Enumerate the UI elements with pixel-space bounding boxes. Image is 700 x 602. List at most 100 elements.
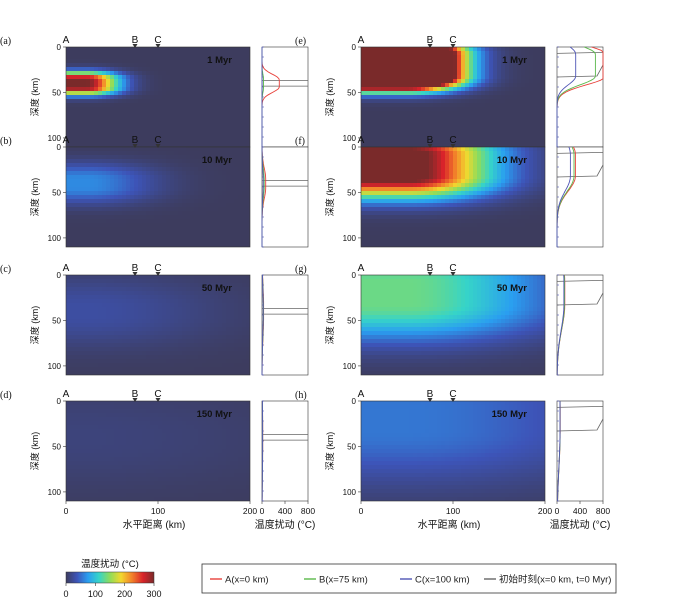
legend: A(x=0 km) B(x=75 km) C(x=100 km) 初始时刻(x=0 k… xyxy=(201,563,617,594)
marker-triangle xyxy=(450,144,456,148)
panel-c: 50 Myr (c) A B C 0 50 100 深度 (km) xyxy=(0,263,251,376)
profile-line-c xyxy=(261,147,264,247)
profile-line-c xyxy=(556,46,577,147)
xtick-label: 100 xyxy=(151,506,165,516)
profile-h xyxy=(556,400,604,502)
profile-line-c xyxy=(557,401,561,502)
colorbar-tick-label: 200 xyxy=(117,589,132,599)
colorbar-tick-label: 300 xyxy=(146,589,161,599)
marker-a: A xyxy=(358,389,365,400)
profile-d xyxy=(261,400,309,502)
ytick-label: 0 xyxy=(352,43,357,52)
marker-b: B xyxy=(132,389,139,400)
map-xlabel: 水平距离 (km) xyxy=(418,518,481,531)
xtick-label: 0 xyxy=(64,506,69,516)
marker-c: C xyxy=(154,135,161,146)
profile-line-c xyxy=(261,274,264,375)
profile-frame xyxy=(261,146,309,248)
initial-profile xyxy=(556,51,604,78)
time-label: 50 Myr xyxy=(497,283,527,294)
marker-b: B xyxy=(132,263,139,274)
panel-h: 150 Myr (h) A B C 0 50 100 深度 (km) xyxy=(295,389,546,502)
ytick-label: 0 xyxy=(57,397,62,406)
panel-label: (c) xyxy=(0,264,11,275)
colorbar-tick-label: 0 xyxy=(63,589,68,599)
heatmap xyxy=(66,275,250,375)
map-ylabel: 深度 (km) xyxy=(29,306,40,345)
initial-profile xyxy=(262,180,308,187)
marker-c: C xyxy=(154,263,161,274)
ytick-label: 0 xyxy=(57,271,62,280)
panel-g: 50 Myr (g) A B C 0 50 100 深度 (km) xyxy=(295,263,546,376)
ytick-label: 100 xyxy=(343,488,357,497)
time-label: 150 Myr xyxy=(492,409,528,420)
marker-a: A xyxy=(358,135,365,146)
time-label: 10 Myr xyxy=(497,155,527,166)
xtick-label: 100 xyxy=(446,506,460,516)
profile-frame xyxy=(556,400,604,502)
ytick-label: 100 xyxy=(343,134,357,143)
ytick-label: 50 xyxy=(347,188,356,197)
xtick-label: 200 xyxy=(243,506,257,516)
marker-c: C xyxy=(449,135,456,146)
map-xlabel: 水平距离 (km) xyxy=(123,518,186,531)
profile-xtick-label: 0 xyxy=(555,506,560,516)
initial-profile xyxy=(556,405,604,432)
ytick-label: 100 xyxy=(343,362,357,371)
marker-triangle xyxy=(155,44,161,48)
panel-label: (b) xyxy=(0,136,12,147)
legend-item: 初始时刻(x=0 km, t=0 Myr) xyxy=(499,574,611,586)
map-ylabel: 深度 (km) xyxy=(324,178,335,217)
legend-box xyxy=(201,563,617,594)
marker-a: A xyxy=(63,389,70,400)
marker-a: A xyxy=(63,135,70,146)
ytick-label: 50 xyxy=(52,188,61,197)
marker-triangle xyxy=(427,272,433,276)
ytick-label: 100 xyxy=(48,362,62,371)
xtick-label: 0 xyxy=(359,506,364,516)
legend-item: A(x=0 km) xyxy=(225,575,269,586)
marker-a: A xyxy=(358,263,365,274)
marker-b: B xyxy=(427,263,434,274)
marker-triangle xyxy=(450,398,456,402)
legend-item: C(x=100 km) xyxy=(415,575,470,586)
ytick-label: 50 xyxy=(347,88,356,97)
panel-e: 1 Myr (e) A B C 0 50 100 深度 (km) xyxy=(295,35,546,148)
marker-triangle xyxy=(450,272,456,276)
marker-c: C xyxy=(449,263,456,274)
heatmap xyxy=(361,147,545,247)
marker-c: C xyxy=(449,389,456,400)
map-ylabel: 深度 (km) xyxy=(29,178,40,217)
ytick-label: 50 xyxy=(347,316,356,325)
profile-xlabel: 温度扰动 (°C) xyxy=(255,518,316,531)
panel-label: (h) xyxy=(295,390,307,401)
marker-triangle xyxy=(132,272,138,276)
ytick-label: 100 xyxy=(48,234,62,243)
marker-triangle xyxy=(427,44,433,48)
profile-line-c xyxy=(261,401,264,501)
ytick-label: 0 xyxy=(352,271,357,280)
ytick-label: 0 xyxy=(57,43,62,52)
ytick-label: 50 xyxy=(52,316,61,325)
marker-b: B xyxy=(427,135,434,146)
marker-triangle xyxy=(132,44,138,48)
marker-b: B xyxy=(427,389,434,400)
ytick-label: 0 xyxy=(352,143,357,152)
profile-b xyxy=(261,146,309,248)
marker-b: B xyxy=(427,35,434,46)
marker-b: B xyxy=(132,135,139,146)
heatmap xyxy=(361,275,545,375)
marker-triangle xyxy=(155,144,161,148)
panel-label: (e) xyxy=(295,36,306,47)
profile-line-c xyxy=(556,274,565,376)
marker-a: A xyxy=(358,35,365,46)
marker-c: C xyxy=(449,35,456,46)
initial-profile xyxy=(262,80,308,87)
marker-c: C xyxy=(154,389,161,400)
profile-frame xyxy=(556,146,604,248)
profile-xlabel: 温度扰动 (°C) xyxy=(550,518,611,531)
ytick-label: 100 xyxy=(343,234,357,243)
profile-xtick-label: 400 xyxy=(573,506,587,516)
ytick-label: 100 xyxy=(48,134,62,143)
colorbar-tick-label: 100 xyxy=(88,589,103,599)
